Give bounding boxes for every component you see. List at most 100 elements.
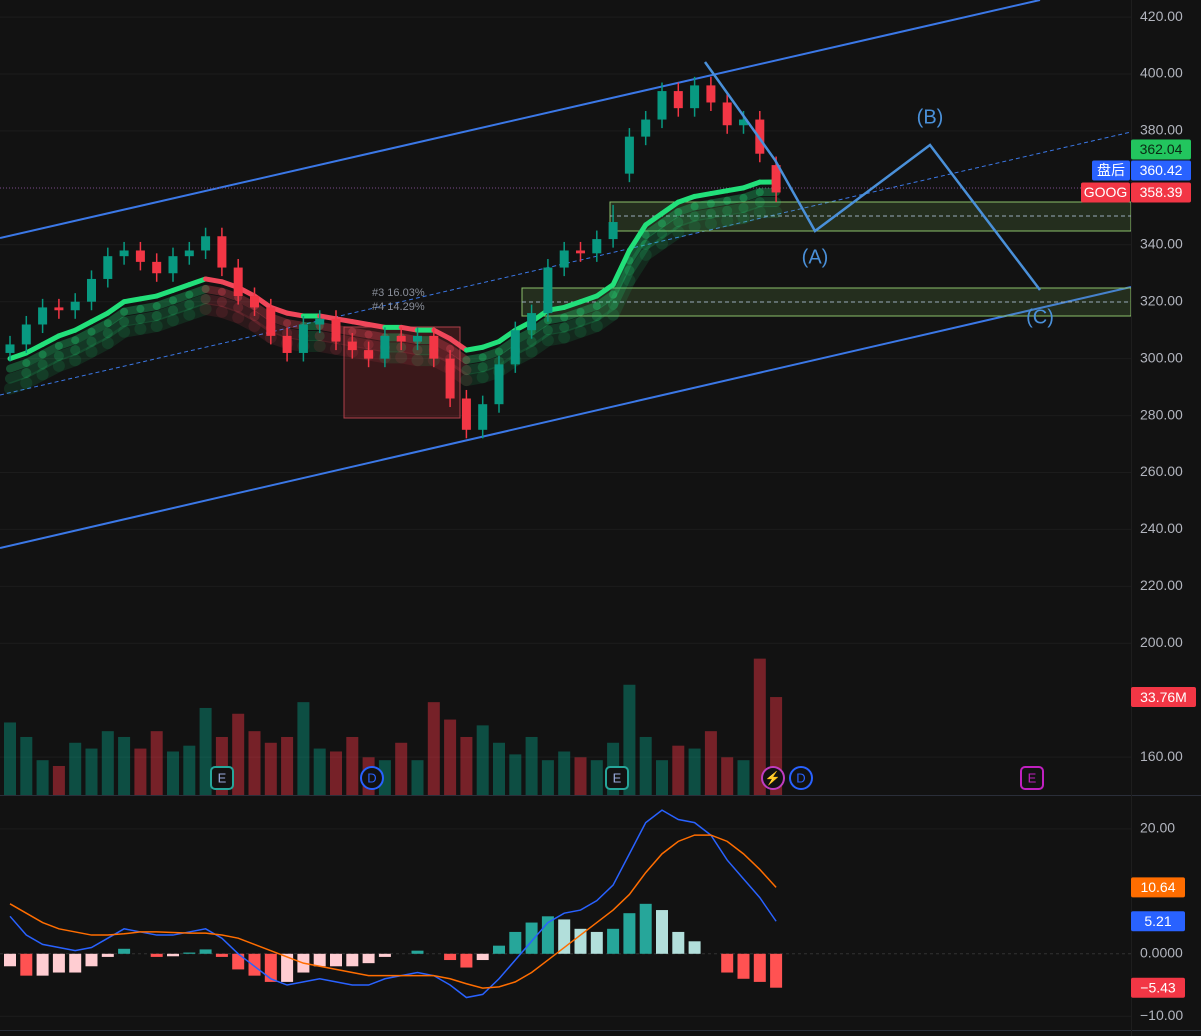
wave-label: (B) bbox=[917, 106, 944, 128]
candle-body bbox=[315, 318, 325, 325]
ema-segment bbox=[154, 287, 176, 299]
badges: 362.04 360.42 盘后 358.39 GOOG 33.76M bbox=[1081, 139, 1196, 708]
ema-segment bbox=[658, 208, 683, 228]
ema-segment bbox=[395, 351, 424, 367]
volume-bar bbox=[248, 731, 261, 795]
candle-body bbox=[152, 261, 162, 274]
ema-segment bbox=[639, 237, 668, 261]
volume-bar bbox=[721, 757, 734, 795]
channel-mid bbox=[0, 131, 1132, 396]
ema-segment bbox=[349, 319, 372, 327]
histogram-bar bbox=[346, 953, 359, 967]
y-tick-label: 200.00 bbox=[1140, 634, 1183, 650]
volume-bar bbox=[704, 731, 717, 795]
volume-bar bbox=[183, 745, 196, 795]
volume-bar bbox=[346, 736, 359, 795]
candle-body bbox=[413, 335, 422, 342]
histogram-bar bbox=[688, 941, 701, 954]
ema-segment bbox=[574, 320, 603, 338]
histogram-bar bbox=[509, 931, 522, 954]
ema-segment bbox=[53, 345, 81, 361]
candle-body bbox=[527, 313, 537, 331]
histogram-bar bbox=[330, 953, 342, 967]
candle-body bbox=[608, 222, 618, 240]
volume-bar bbox=[69, 742, 82, 795]
histogram-bar bbox=[118, 948, 131, 954]
ema-segment bbox=[23, 341, 46, 356]
ema-segment bbox=[152, 296, 177, 311]
histogram-bar bbox=[199, 949, 212, 954]
ema-segment bbox=[738, 197, 765, 213]
histogram-bar bbox=[460, 953, 473, 968]
macd-pane: −10.00 0.0000 20.00 10.64 5.21 −5.43 bbox=[0, 809, 1185, 1023]
ema-segment bbox=[185, 284, 210, 299]
measure-box bbox=[343, 326, 461, 419]
volume-bar bbox=[541, 760, 554, 795]
ema-segment bbox=[87, 319, 112, 336]
ema-segment bbox=[739, 188, 764, 202]
histogram-bar bbox=[558, 919, 571, 954]
candle-body bbox=[184, 250, 194, 257]
value-badge bbox=[1131, 877, 1185, 898]
candle-body bbox=[445, 358, 455, 399]
ema-segment bbox=[689, 208, 716, 222]
candle-body bbox=[478, 404, 488, 430]
ema-segment bbox=[643, 210, 665, 228]
ema-segment bbox=[462, 353, 487, 365]
volume-bar bbox=[509, 754, 522, 795]
histogram-bar bbox=[85, 953, 98, 967]
histogram-bar bbox=[362, 953, 375, 964]
candle-body bbox=[298, 324, 308, 353]
ema-segment bbox=[607, 274, 636, 321]
candle-body bbox=[641, 119, 651, 137]
volume-bar bbox=[574, 757, 587, 795]
volume-bar bbox=[656, 760, 668, 795]
value-badge-label: −5.43 bbox=[1140, 979, 1176, 995]
ema-segment bbox=[659, 199, 681, 216]
ema-segment bbox=[170, 282, 192, 293]
event-label: D bbox=[796, 770, 805, 785]
value-badge bbox=[1131, 911, 1185, 932]
ema-segment bbox=[708, 188, 730, 197]
ema-segment bbox=[576, 302, 601, 316]
event-label: E bbox=[613, 770, 622, 785]
ema-segment bbox=[560, 307, 585, 322]
histogram-bar bbox=[411, 950, 424, 954]
ema-segment bbox=[705, 205, 733, 219]
candle-body bbox=[429, 335, 439, 359]
volume-bar bbox=[36, 760, 49, 795]
candle-body bbox=[592, 239, 602, 254]
price-badge bbox=[1131, 139, 1191, 160]
volume-bar bbox=[150, 731, 163, 795]
ema-segment bbox=[657, 217, 684, 239]
ema-segment bbox=[561, 299, 583, 310]
ema-segment bbox=[151, 305, 178, 322]
candle-body bbox=[54, 307, 64, 311]
macd-line bbox=[9, 809, 777, 999]
ema-segment bbox=[52, 354, 82, 372]
ema-segment bbox=[626, 222, 649, 253]
wave-label: (A) bbox=[802, 246, 829, 268]
ema-segment bbox=[461, 362, 488, 376]
ema-segment bbox=[721, 211, 750, 227]
ema-segment bbox=[70, 336, 97, 356]
grid: 160.00 200.00 220.00 240.00 260.00 280.00 300.… bbox=[0, 8, 1183, 764]
candle-body bbox=[70, 301, 80, 311]
ema-segment bbox=[675, 193, 698, 205]
volume-bar bbox=[4, 722, 16, 795]
volume-bar bbox=[672, 745, 685, 795]
event-label: D bbox=[367, 770, 376, 785]
volume bbox=[4, 658, 783, 795]
candle-body bbox=[38, 307, 48, 325]
ema-segment bbox=[447, 336, 469, 353]
ema-segment bbox=[183, 302, 212, 321]
name-badge-label: 盘后 bbox=[1097, 162, 1125, 178]
ema-segment bbox=[578, 293, 600, 305]
ema-segment bbox=[119, 313, 146, 327]
ema-segment bbox=[656, 226, 685, 250]
volume-bar bbox=[101, 731, 114, 795]
histogram-bar bbox=[672, 931, 685, 954]
ema-segment bbox=[330, 342, 359, 358]
ema-segment bbox=[85, 337, 114, 358]
